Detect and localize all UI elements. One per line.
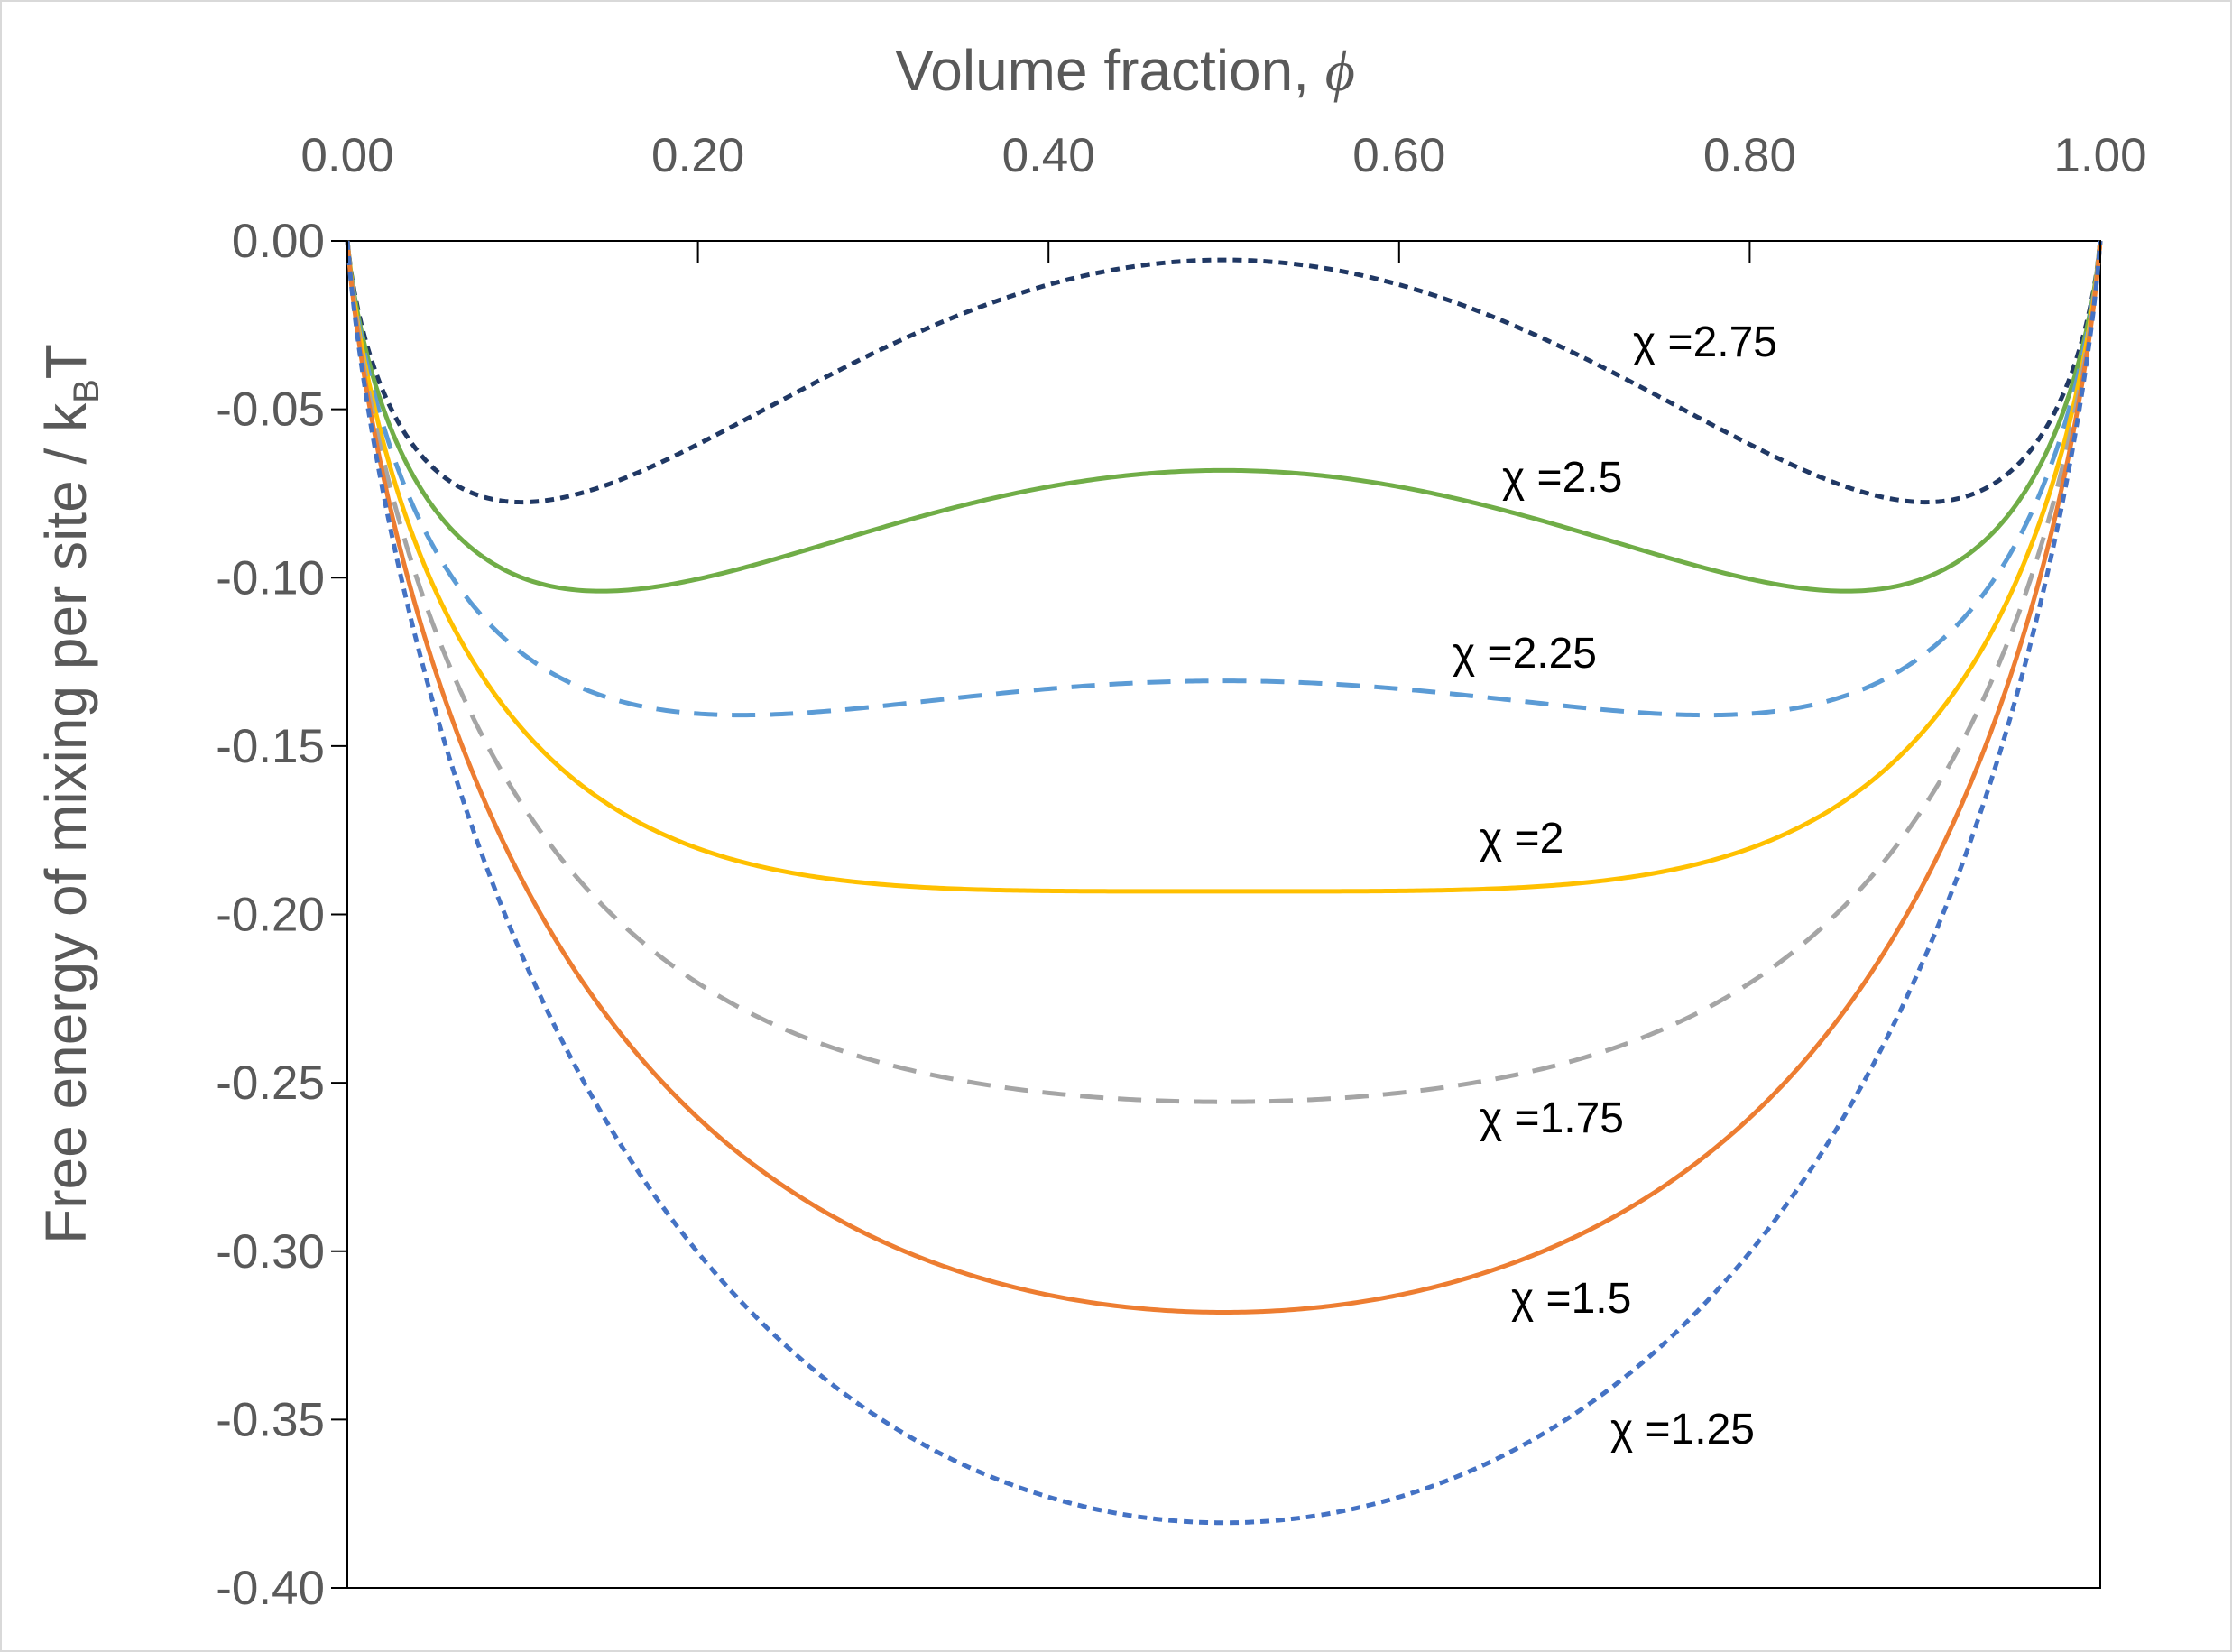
series-label-chi-2_25: χ =2.25 (1453, 630, 1597, 678)
y-tick-label: -0.35 (216, 1393, 325, 1446)
series-curves (345, 240, 2103, 1526)
series-label-chi-2_5: χ =2.5 (1502, 454, 1622, 502)
series-label-chi-1_25: χ =1.25 (1610, 1406, 1755, 1454)
series-line-chi-1_5 (345, 240, 2103, 1315)
series-labels: χ =2.75 χ =2.5 χ =2.25 χ =2 χ =1.75 χ =1.5 χ =… (1453, 318, 1777, 1454)
series-line-chi-2_75 (345, 240, 2103, 505)
series-label-chi-2: χ =2 (1480, 815, 1563, 863)
x-tick-label: 0.40 (1002, 129, 1095, 182)
y-tick-label: 0.00 (232, 215, 325, 268)
y-axis-title-text: Free energy of mixing per site / k (33, 402, 98, 1244)
x-axis-title-text: Volume fraction, (895, 38, 1325, 103)
y-axis-title: Free energy of mixing per site / kBT (33, 344, 106, 1244)
series-line-chi-1_75 (345, 240, 2103, 1104)
y-axis-title-subscript: B (67, 379, 106, 403)
series-line-chi-2_5 (345, 240, 2103, 594)
x-tick-label: 0.80 (1703, 129, 1796, 182)
x-tick-label: 1.00 (2053, 129, 2146, 182)
y-tick-label: -0.10 (216, 551, 325, 605)
series-label-chi-1_75: χ =1.75 (1480, 1094, 1624, 1142)
y-tick-label: -0.15 (216, 720, 325, 773)
y-axis-title-tail: T (33, 344, 98, 379)
series-line-chi-2 (345, 240, 2103, 894)
y-tick-label: -0.25 (216, 1057, 325, 1110)
series-label-chi-1_5: χ =1.5 (1511, 1275, 1631, 1323)
x-axis-title-symbol: ϕ (1325, 39, 1355, 103)
x-tick-label: 0.00 (300, 129, 393, 182)
x-axis: 0.00 0.20 0.40 0.60 0.80 1.00 (300, 129, 2147, 263)
y-tick-label: -0.20 (216, 889, 325, 942)
y-axis: 0.00 -0.05 -0.10 -0.15 -0.20 -0.25 -0.30 -0.35 -… (216, 215, 347, 1615)
y-tick-label: -0.30 (216, 1225, 325, 1278)
series-line-chi-2_25 (345, 240, 2103, 718)
x-axis-title: Volume fraction, ϕ (895, 38, 1355, 103)
series-label-chi-2_75: χ =2.75 (1633, 318, 1777, 366)
y-tick-label: -0.40 (216, 1562, 325, 1615)
x-tick-label: 0.60 (1352, 129, 1445, 182)
series-line-chi-1_25 (345, 240, 2103, 1526)
x-tick-label: 0.20 (651, 129, 744, 182)
y-tick-label: -0.05 (216, 383, 325, 437)
